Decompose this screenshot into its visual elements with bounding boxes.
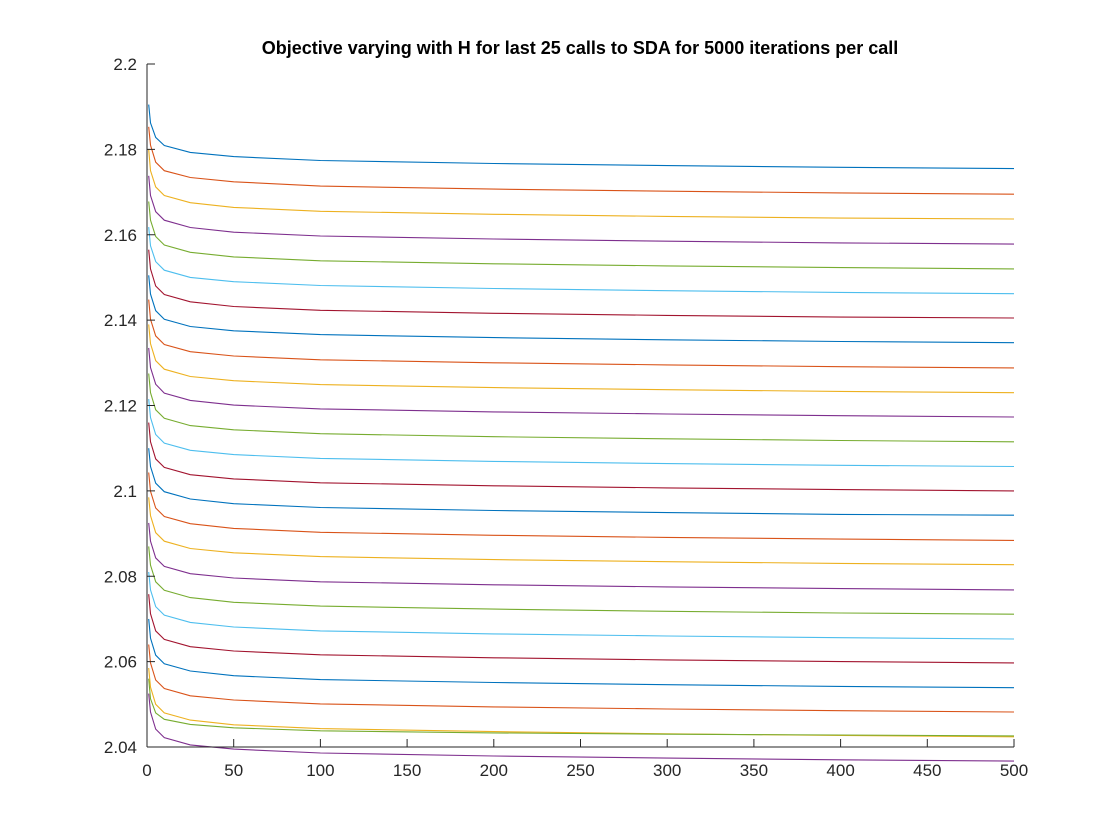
series-line-2 — [148, 126, 1015, 195]
series-line-10 — [148, 324, 1015, 394]
series-line-5 — [148, 201, 1015, 270]
y-tick-label: 2.12 — [104, 397, 137, 416]
y-tick-label: 2.16 — [104, 226, 137, 245]
series-line-7 — [148, 249, 1015, 319]
series-line-13 — [148, 399, 1015, 468]
y-tick-label: 2.2 — [113, 55, 137, 74]
axes-layer: 0 50 100 150 200 250 300 350 400 450 500 2.04 2.06 2.… — [104, 55, 1028, 780]
chart-title: Objective varying with H for last 25 cal… — [262, 38, 899, 58]
plot-area: 0 50 100 150 200 250 300 350 400 450 500 2.04 2.06 2.… — [104, 55, 1028, 780]
x-tick-label: 0 — [142, 761, 151, 780]
series-line-8 — [148, 275, 1015, 344]
y-tick-label: 2.08 — [104, 567, 137, 586]
x-tick-label: 400 — [826, 761, 854, 780]
series-line-12 — [148, 373, 1015, 443]
series-line-25 — [148, 693, 1015, 762]
series-layer — [148, 104, 1015, 762]
x-tick-label: 500 — [1000, 761, 1028, 780]
series-line-4 — [148, 175, 1015, 245]
series-line-6 — [148, 227, 1015, 295]
x-tick-label: 200 — [480, 761, 508, 780]
x-tick-label: 350 — [740, 761, 768, 780]
y-tick-label: 2.04 — [104, 738, 137, 757]
series-line-22 — [148, 618, 1015, 689]
y-tick-label: 2.14 — [104, 311, 137, 330]
y-tick-label: 2.1 — [113, 482, 137, 501]
series-line-20 — [148, 571, 1015, 640]
x-tick-label: 450 — [913, 761, 941, 780]
series-line-21 — [148, 594, 1015, 664]
x-tick-label: 300 — [653, 761, 681, 780]
x-tick-label: 150 — [393, 761, 421, 780]
series-line-9 — [148, 299, 1015, 369]
series-line-16 — [148, 472, 1015, 541]
series-line-26 — [148, 678, 1015, 737]
series-line-15 — [148, 448, 1015, 516]
series-line-1 — [148, 104, 1015, 170]
series-line-11 — [148, 347, 1015, 418]
x-tick-label: 100 — [306, 761, 334, 780]
x-tick-label: 250 — [566, 761, 594, 780]
series-line-14 — [148, 422, 1015, 492]
series-line-23 — [148, 644, 1015, 713]
y-tick-label: 2.06 — [104, 653, 137, 672]
series-line-17 — [148, 497, 1015, 566]
series-line-3 — [148, 149, 1015, 220]
x-tick-label: 50 — [224, 761, 243, 780]
y-tick-label: 2.18 — [104, 140, 137, 159]
series-line-18 — [148, 522, 1015, 591]
